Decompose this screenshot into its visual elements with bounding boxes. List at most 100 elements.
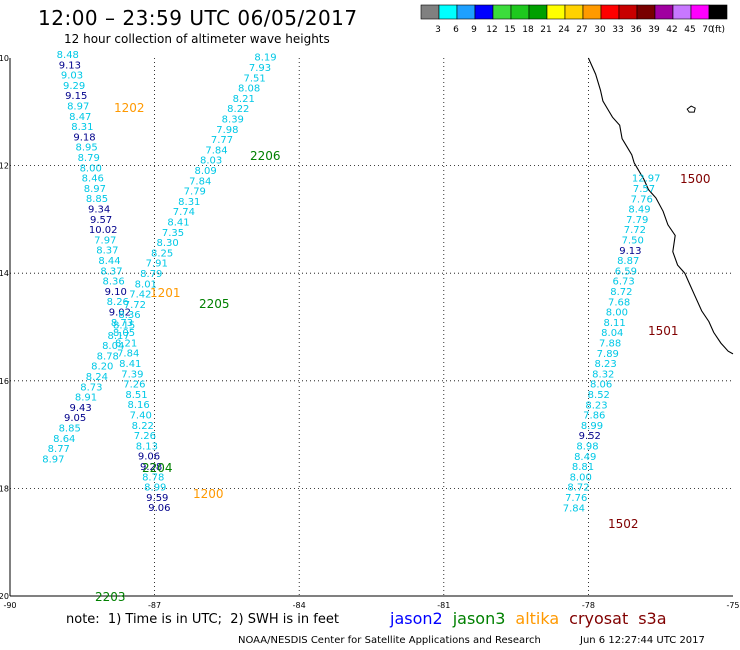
wave-height-value: 8.99 [144, 483, 166, 494]
credit-text: NOAA/NESDIS Center for Satellite Applica… [238, 635, 541, 646]
lat-tick-label: -14 [0, 269, 9, 278]
wave-height-value: 7.68 [608, 297, 630, 308]
pass-time-label: 1502 [608, 517, 639, 531]
wave-height-value: 7.26 [123, 380, 145, 391]
colorbar-tick-label: 36 [630, 25, 642, 35]
island-outline [686, 105, 696, 113]
wave-height-value: 8.39 [222, 115, 244, 126]
wave-height-value: 8.22 [227, 104, 249, 115]
colorbar-tick-label: 9 [471, 25, 477, 35]
colorbar-tick-label: 6 [453, 25, 459, 35]
wave-height-value: 8.73 [80, 382, 102, 393]
wave-height-value: 8.20 [91, 362, 113, 373]
wave-height-value: 8.47 [69, 112, 91, 123]
wave-height-value: 7.89 [597, 349, 619, 360]
wave-height-value: 7.98 [216, 125, 238, 136]
wave-height-value: 8.37 [100, 266, 122, 277]
pass-time-label: 2206 [250, 149, 281, 163]
wave-height-value: 8.98 [576, 442, 598, 453]
wave-height-value: 8.09 [194, 166, 216, 177]
colorbar-tick-label: 18 [522, 25, 534, 35]
lat-tick-label: -16 [0, 377, 9, 386]
wave-height-value: 8.64 [53, 434, 75, 445]
wave-height-value: 7.93 [249, 63, 271, 74]
wave-height-value: 8.01 [135, 279, 157, 290]
wave-height-value: 8.77 [48, 444, 70, 455]
wave-height-value: 8.05 [113, 328, 135, 339]
wave-height-value: 8.04 [601, 328, 623, 339]
wave-height-value: 7.84 [189, 176, 211, 187]
wave-height-value: 8.22 [132, 421, 154, 432]
wave-height-value: 8.99 [581, 421, 603, 432]
lon-tick-label: -87 [148, 601, 161, 610]
wave-height-value: 8.15 [113, 321, 135, 332]
lat-tick-label: -20 [0, 592, 9, 601]
wave-height-value: 8.00 [606, 308, 628, 319]
wave-height-value: 9.03 [61, 71, 83, 82]
wave-height-value: 8.95 [75, 143, 97, 154]
wave-height-value: 8.78 [142, 472, 164, 483]
wave-height-value: 7.50 [622, 236, 644, 247]
wave-height-value: 9.13 [59, 60, 81, 71]
wave-height-value: 9.15 [65, 91, 87, 102]
wave-height-value: 8.46 [82, 174, 104, 185]
wave-height-value: 8.08 [238, 84, 260, 95]
wave-height-value: 7.74 [173, 207, 195, 218]
wave-height-value: 7.51 [243, 73, 265, 84]
wave-height-value: 9.06 [138, 452, 160, 463]
wave-height-value: 9.28 [140, 462, 162, 473]
map-title: 12:00 – 23:59 UTC 06/05/2017 [38, 6, 358, 30]
wave-height-value: 10.02 [89, 225, 118, 236]
wave-height-value: 8.19 [254, 53, 276, 64]
wave-height-value: 8.36 [118, 310, 140, 321]
wave-height-value: 7.76 [631, 194, 653, 205]
wave-height-value: 8.97 [42, 454, 64, 465]
wave-height-value: 7.26 [134, 431, 156, 442]
colorbar-tick-label: 24 [558, 25, 570, 35]
lon-tick-label: -81 [437, 601, 450, 610]
lon-tick-label: -75 [726, 601, 739, 610]
legend-cryosat: cryosat [569, 609, 629, 628]
pass-time-label: 2205 [199, 297, 230, 311]
wave-height-value: 8.49 [574, 452, 596, 463]
pass-time-label: 1202 [114, 101, 145, 115]
wave-height-value: 7.42 [129, 290, 151, 301]
wave-height-value: 8.31 [178, 197, 200, 208]
wave-height-value: 6.73 [612, 277, 634, 288]
wave-height-value: 7.77 [211, 135, 233, 146]
wave-height-value: 8.85 [86, 194, 108, 205]
colorbar-tick-label: 39 [648, 25, 660, 35]
wave-height-value: 7.84 [117, 349, 139, 360]
wave-height-value: 7.76 [565, 493, 587, 504]
wave-height-value: 8.36 [102, 277, 124, 288]
wave-height-value: 8.16 [127, 400, 149, 411]
wave-height-value: 9.43 [69, 403, 91, 414]
wave-height-value: 7.91 [146, 259, 168, 270]
wave-height-value: 9.06 [148, 503, 170, 514]
wave-height-value: 7.84 [563, 503, 585, 514]
wave-height-value: 8.41 [167, 218, 189, 229]
wave-height-value: 8.73 [111, 318, 133, 329]
wave-height-value: 7.35 [162, 228, 184, 239]
pass-time-label: 1201 [150, 286, 181, 300]
wave-height-value: 7.79 [184, 187, 206, 198]
wave-height-value: 7.79 [626, 215, 648, 226]
generated-timestamp: Jun 6 12:27:44 UTC 2017 [580, 635, 705, 646]
map-subtitle: 12 hour collection of altimeter wave hei… [64, 32, 330, 46]
colorbar-tick-label: 21 [540, 25, 551, 35]
wave-height-value: 8.81 [572, 462, 594, 473]
wave-height-value: 8.04 [102, 341, 124, 352]
legend-altika: altika [515, 609, 560, 628]
colorbar-tick-label: 33 [612, 25, 623, 35]
wave-height-value: 8.21 [233, 94, 255, 105]
wave-height-value: 8.41 [119, 359, 141, 370]
wave-height-value: 7.72 [624, 225, 646, 236]
wave-height-value: 7.39 [121, 369, 143, 380]
wave-height-value: 8.85 [59, 424, 81, 435]
wave-height-value: 9.05 [64, 413, 86, 424]
wave-height-value: 7.86 [583, 411, 605, 422]
wave-height-value: 8.32 [592, 369, 614, 380]
wave-height-value: 9.34 [88, 205, 110, 216]
colorbar-unit-label: (ft) [711, 25, 725, 35]
wave-height-value: 8.21 [115, 338, 137, 349]
